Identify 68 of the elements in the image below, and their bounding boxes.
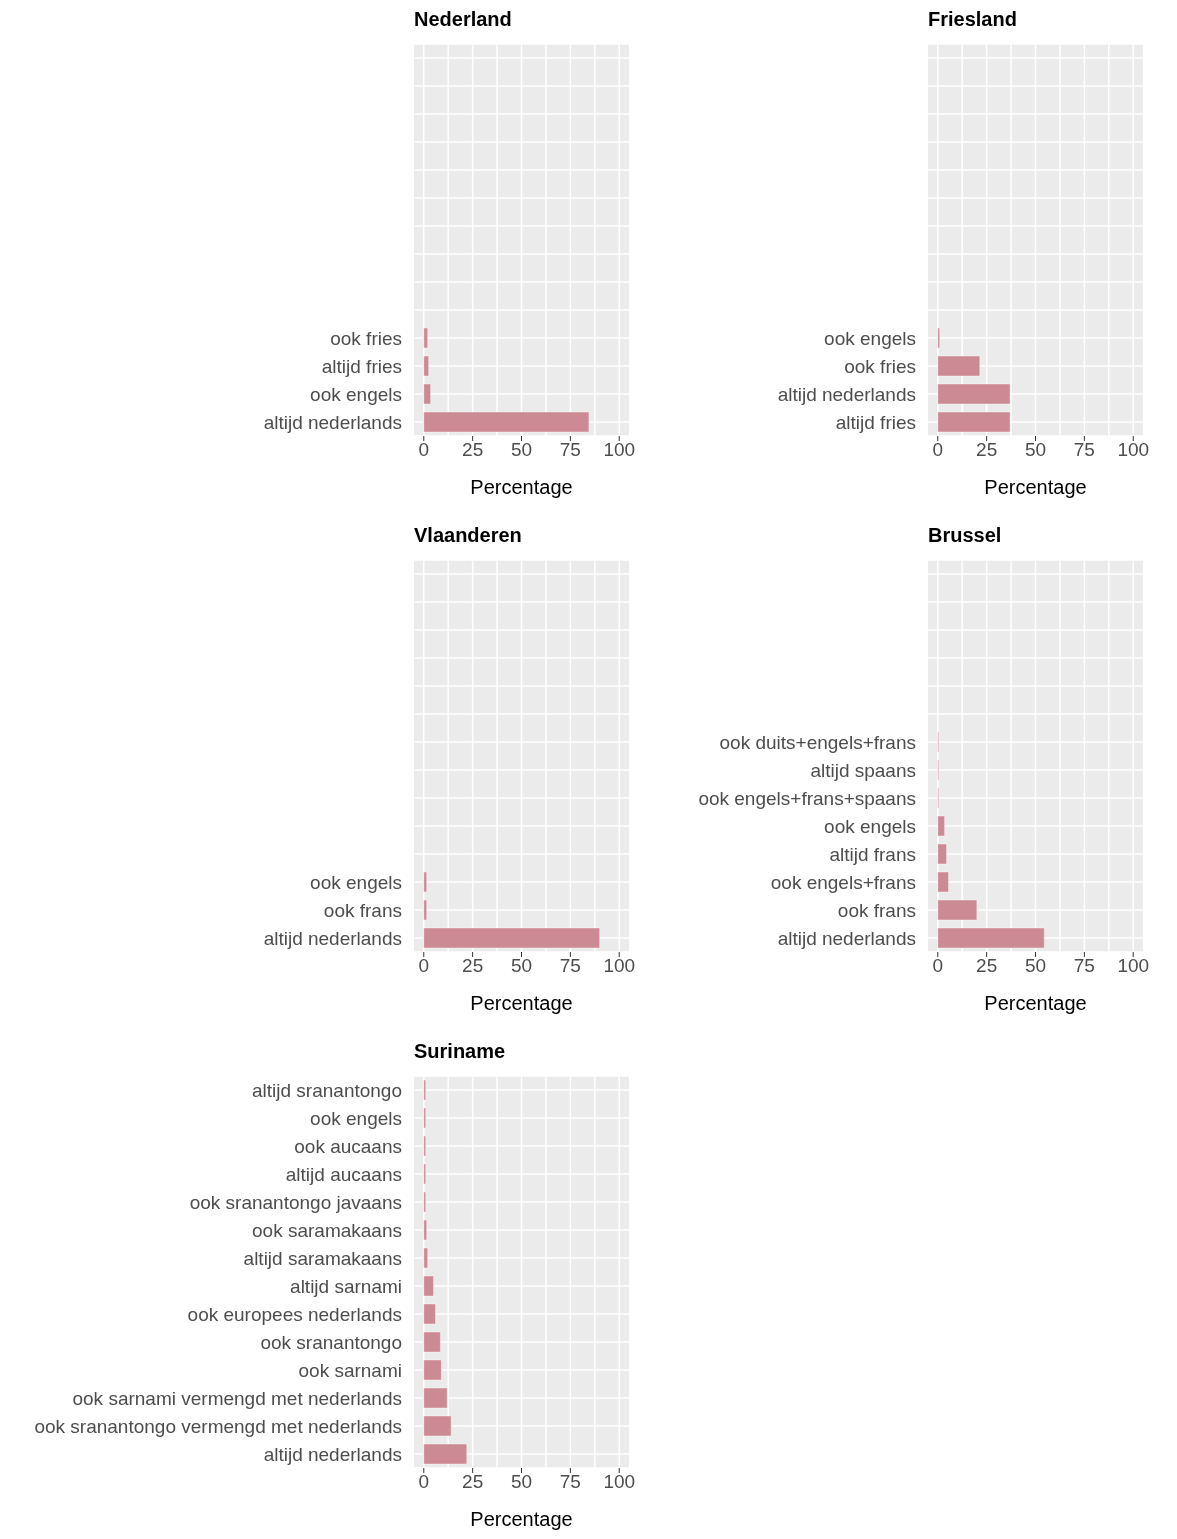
y-tick-label: altijd frans: [829, 843, 916, 865]
y-tick-label: ook sranantongo vermengd met nederlands: [34, 1415, 402, 1437]
x-tick-label: 50: [1024, 955, 1047, 977]
x-tick-label: 25: [462, 439, 484, 461]
y-tick-label: altijd sranantongo: [252, 1079, 402, 1101]
x-tick-label: 0: [418, 439, 430, 461]
y-tick-label: ook aucaans: [294, 1135, 402, 1157]
y-tick-label: ook frans: [323, 899, 402, 921]
x-tick-label: 75: [1073, 439, 1095, 461]
y-tick-label: altijd nederlands: [777, 927, 916, 949]
x-axis-title: Percentage: [470, 476, 573, 498]
y-tick-label: ook engels: [824, 815, 916, 837]
x-tick-label: 25: [976, 955, 998, 977]
x-axis-title: Percentage: [984, 476, 1087, 498]
y-tick-label: ook engels+frans+spaans: [698, 787, 916, 809]
y-tick-label: ook fries: [844, 355, 916, 377]
x-tick-label: 25: [462, 1471, 484, 1493]
y-tick-label: ook engels: [824, 327, 916, 349]
x-tick-label: 75: [559, 439, 581, 461]
x-axis-title: Percentage: [470, 992, 573, 1014]
x-axis-title: Percentage: [470, 1508, 573, 1530]
x-tick-label: 0: [932, 955, 944, 977]
y-tick-label: ook sranantongo: [260, 1331, 402, 1353]
chart-title: Suriname: [414, 1040, 506, 1063]
y-tick-label: altijd aucaans: [285, 1163, 402, 1185]
x-tick-label: 100: [603, 1471, 636, 1493]
y-tick-label: altijd nederlands: [777, 383, 916, 405]
chart-title: Nederland: [414, 8, 512, 31]
y-tick-label: ook europees nederlands: [187, 1303, 402, 1325]
y-tick-label: altijd spaans: [810, 759, 916, 781]
y-tick-label: ook engels: [310, 871, 402, 893]
y-tick-label: altijd nederlands: [263, 411, 402, 433]
y-tick-label: altijd saramakaans: [243, 1247, 402, 1269]
y-tick-label: ook saramakaans: [252, 1219, 402, 1241]
x-tick-label: 75: [559, 1471, 581, 1493]
x-tick-label: 0: [418, 955, 430, 977]
x-axis-title: Percentage: [984, 992, 1087, 1014]
x-tick-label: 50: [510, 439, 533, 461]
x-tick-label: 100: [603, 955, 636, 977]
y-tick-label: ook engels+frans: [770, 871, 916, 893]
y-tick-label: ook fries: [330, 327, 402, 349]
x-tick-label: 50: [510, 1471, 533, 1493]
x-tick-label: 100: [1117, 955, 1150, 977]
y-tick-label: ook sarnami vermengd met nederlands: [72, 1387, 402, 1409]
chart-title: Vlaanderen: [414, 524, 522, 547]
y-tick-label: ook engels: [310, 383, 402, 405]
x-tick-label: 25: [462, 955, 484, 977]
y-tick-label: ook sarnami: [298, 1359, 402, 1381]
chart-title: Friesland: [928, 8, 1017, 31]
y-tick-label: ook engels: [310, 1107, 402, 1129]
x-tick-label: 25: [976, 439, 998, 461]
x-tick-label: 0: [418, 1471, 430, 1493]
y-tick-label: altijd sarnami: [290, 1275, 402, 1297]
y-tick-label: ook frans: [837, 899, 916, 921]
y-tick-label: altijd fries: [321, 355, 402, 377]
x-tick-label: 0: [932, 439, 944, 461]
y-tick-label: ook sranantongo javaans: [189, 1191, 402, 1213]
chart-title: Brussel: [928, 524, 1002, 547]
x-tick-label: 100: [1117, 439, 1150, 461]
x-tick-label: 50: [510, 955, 533, 977]
x-tick-label: 75: [559, 955, 581, 977]
y-tick-label: altijd nederlands: [263, 1443, 402, 1465]
x-tick-label: 100: [603, 439, 636, 461]
x-tick-label: 50: [1024, 439, 1047, 461]
y-tick-label: altijd fries: [835, 411, 916, 433]
x-tick-label: 75: [1073, 955, 1095, 977]
y-tick-label: ook duits+engels+frans: [719, 731, 916, 753]
y-tick-label: altijd nederlands: [263, 927, 402, 949]
